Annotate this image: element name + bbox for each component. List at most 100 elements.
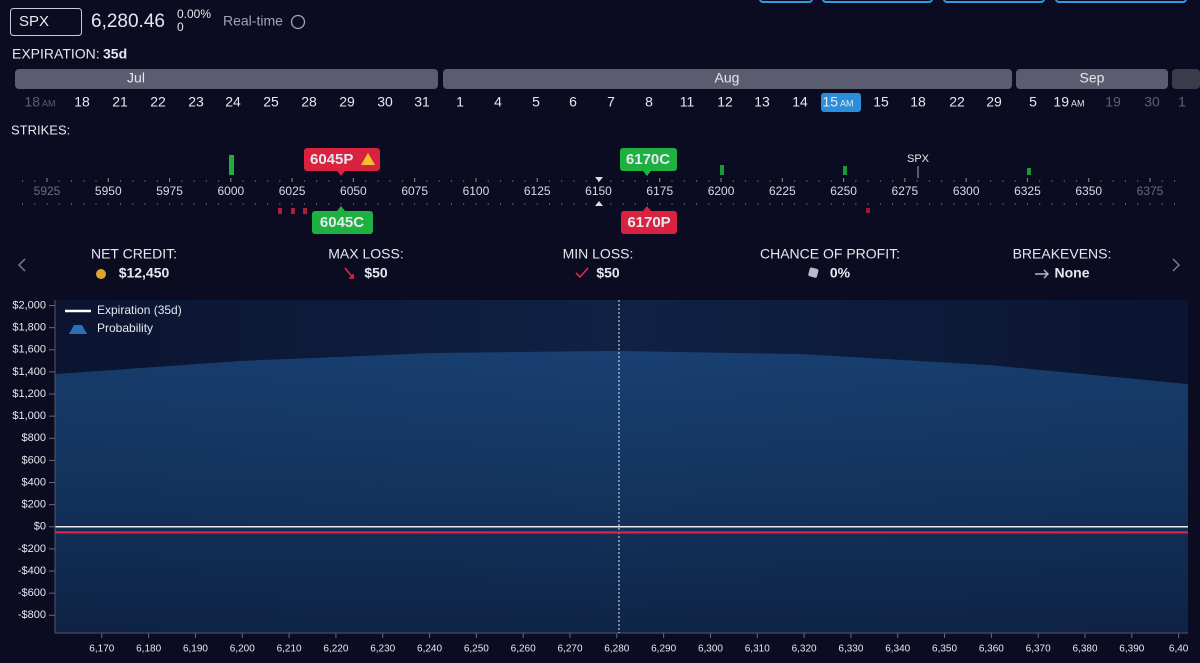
- minor-tick: [879, 180, 881, 182]
- minor-tick: [928, 203, 930, 205]
- minor-tick: [916, 180, 918, 182]
- leg-tag[interactable]: [621, 211, 677, 234]
- strike-label: 5975: [156, 184, 183, 198]
- minor-tick: [696, 203, 698, 205]
- date-day: 18: [74, 94, 90, 110]
- date-selected: [821, 93, 861, 112]
- minor-tick: [769, 180, 771, 182]
- minor-tick: [156, 203, 158, 205]
- x-tick-label: 6,370: [1026, 644, 1051, 655]
- legend-label: Probability: [97, 321, 153, 335]
- minor-tick: [745, 203, 747, 205]
- minor-tick: [573, 180, 575, 182]
- minor-tick: [757, 180, 759, 182]
- minor-tick: [303, 180, 305, 182]
- minor-tick: [671, 203, 673, 205]
- minor-tick: [647, 203, 649, 205]
- minor-tick: [524, 203, 526, 205]
- toolbar-button[interactable]: [943, 0, 1045, 3]
- minor-tick: [892, 180, 894, 182]
- date-day: 31: [414, 94, 430, 110]
- leg-label: 6045C: [320, 214, 364, 231]
- minor-tick: [316, 180, 318, 182]
- next-arrow[interactable]: [1172, 258, 1181, 272]
- toolbar-button[interactable]: [759, 0, 813, 3]
- date-day: 5: [532, 94, 540, 110]
- minor-tick: [585, 180, 587, 182]
- y-tick-label: $1,200: [12, 388, 46, 400]
- minor-tick: [610, 180, 612, 182]
- tag-pointer: [643, 171, 651, 176]
- strike-label: 6125: [524, 184, 551, 198]
- minor-tick: [1002, 203, 1004, 205]
- x-tick-label: 6,200: [230, 644, 255, 655]
- minor-tick: [1174, 180, 1176, 182]
- date-day: 7: [607, 94, 615, 110]
- minor-tick: [95, 180, 97, 182]
- minor-tick: [401, 203, 403, 205]
- x-tick-label: 6,340: [885, 644, 910, 655]
- date-suffix: AM: [840, 98, 854, 108]
- leg-tag[interactable]: [304, 148, 380, 171]
- minor-tick: [977, 203, 979, 205]
- minor-tick: [916, 203, 918, 205]
- minor-tick: [818, 203, 820, 205]
- x-tick-label: 6,250: [464, 644, 489, 655]
- minor-tick: [1075, 180, 1077, 182]
- x-tick-label: 6,270: [557, 644, 582, 655]
- minor-tick: [291, 203, 293, 205]
- minor-tick: [879, 203, 881, 205]
- x-tick-label: 6,170: [89, 644, 114, 655]
- oi-bar: [720, 165, 724, 175]
- minor-tick: [389, 203, 391, 205]
- x-tick-label: 6,380: [1072, 644, 1097, 655]
- toolbar-button[interactable]: [1055, 0, 1187, 3]
- minor-tick: [499, 203, 501, 205]
- minor-tick: [794, 203, 796, 205]
- oi-bar: [866, 208, 870, 213]
- y-tick-label: $400: [22, 476, 46, 488]
- minor-tick: [205, 180, 207, 182]
- y-tick-label: $800: [22, 432, 46, 444]
- minor-tick: [352, 203, 354, 205]
- minor-tick: [218, 180, 220, 182]
- minor-tick: [34, 180, 36, 182]
- toolbar-button[interactable]: [822, 0, 933, 3]
- date-row: 18 AM 18 21 22 23 24 25 28 29 30 31 1 4 5 6 7 8 11 12 13 14 15…: [24, 93, 1186, 112]
- minor-tick: [634, 203, 636, 205]
- y-tick-label: $1,800: [12, 322, 46, 334]
- minor-tick: [867, 203, 869, 205]
- minor-tick: [806, 203, 808, 205]
- ticker-input[interactable]: [10, 8, 82, 36]
- minor-tick: [548, 180, 550, 182]
- leg-tag[interactable]: [620, 148, 677, 171]
- price-pointer: [595, 177, 603, 182]
- change-pct: 0.00%: [177, 7, 211, 21]
- minor-tick: [1039, 203, 1041, 205]
- stat-label: MAX LOSS:: [328, 246, 403, 262]
- coins-icon: [96, 269, 106, 279]
- minor-tick: [524, 180, 526, 182]
- minor-tick: [205, 203, 207, 205]
- minor-tick: [659, 203, 661, 205]
- minor-tick: [953, 203, 955, 205]
- minor-tick: [181, 180, 183, 182]
- date-day: 11: [680, 94, 695, 110]
- help-icon[interactable]: [290, 14, 306, 30]
- month-label: Sep: [1080, 70, 1105, 86]
- minor-tick: [267, 203, 269, 205]
- leg-tag[interactable]: [312, 211, 373, 234]
- minor-tick: [990, 203, 992, 205]
- minor-tick: [414, 203, 416, 205]
- tag-pointer: [643, 206, 651, 211]
- leg-label: 6170P: [627, 214, 670, 231]
- minor-tick: [1137, 203, 1139, 205]
- minor-tick: [794, 180, 796, 182]
- prev-arrow[interactable]: [17, 258, 26, 272]
- price-pointer: [595, 201, 603, 206]
- y-tick-label: -$400: [18, 565, 46, 577]
- y-tick-label: $1,000: [12, 410, 46, 422]
- x-tick-label: 6,300: [698, 644, 723, 655]
- minor-tick: [340, 180, 342, 182]
- strike-label: 6050: [340, 184, 367, 198]
